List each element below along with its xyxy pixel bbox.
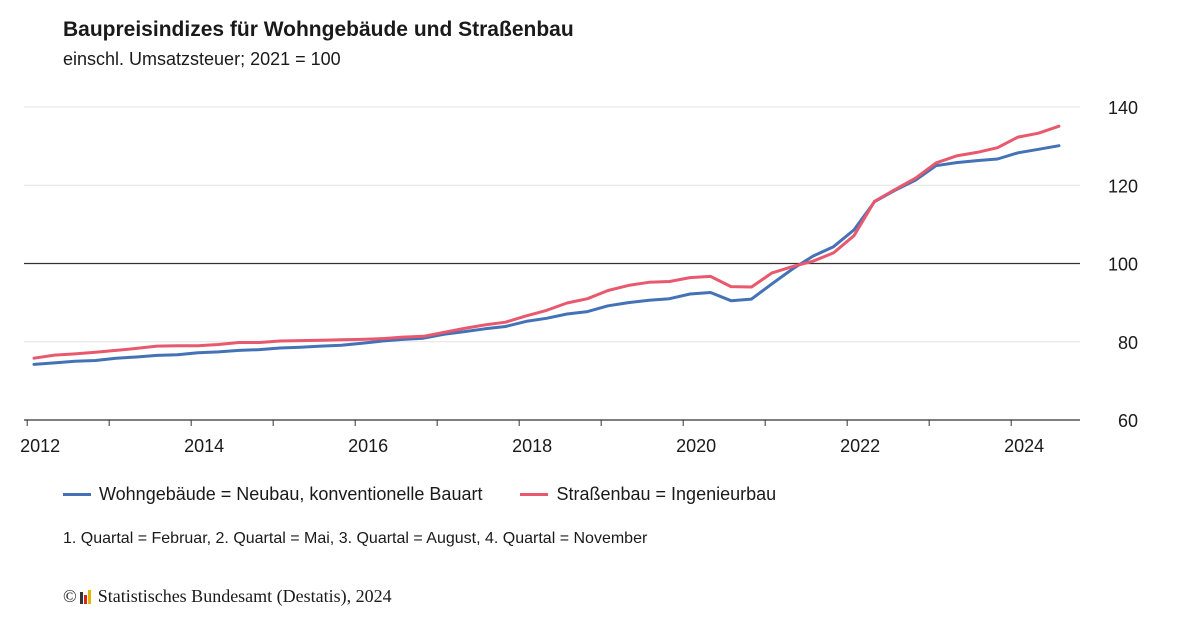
x-tick-label: 2018 (512, 436, 552, 456)
chart-title: Baupreisindizes für Wohngebäude und Stra… (63, 18, 574, 41)
chart-subtitle: einschl. Umsatzsteuer; 2021 = 100 (63, 49, 341, 69)
legend-swatch-wohngebaeude (63, 493, 91, 496)
source-text: Statistisches Bundesamt (Destatis), 2024 (97, 586, 392, 606)
x-tick-label: 2024 (1004, 436, 1044, 456)
series-line-wohngebaeude (32, 144, 1061, 366)
y-tick-label: 100 (1108, 255, 1138, 275)
legend: Wohngebäude = Neubau, konventionelle Bau… (63, 484, 776, 505)
series-lines (32, 124, 1061, 366)
y-axis-ticks: 60 80 100 120 140 (1108, 98, 1138, 431)
y-tick-label: 140 (1108, 98, 1138, 118)
x-tick-label: 2022 (840, 436, 880, 456)
legend-item-wohngebaeude[interactable]: Wohngebäude = Neubau, konventionelle Bau… (63, 484, 482, 505)
y-tick-label: 120 (1108, 176, 1138, 196)
legend-label-wohngebaeude: Wohngebäude = Neubau, konventionelle Bau… (99, 484, 483, 504)
y-tick-label: 80 (1118, 333, 1138, 353)
footnote: 1. Quartal = Februar, 2. Quartal = Mai, … (63, 530, 648, 547)
x-tick-label: 2020 (676, 436, 716, 456)
legend-label-strassenbau: Straßenbau = Ingenieurbau (556, 484, 777, 504)
x-axis-ticks: 2012 2014 2016 2018 2020 2022 2024 (20, 419, 1080, 456)
copyright-symbol: © (63, 586, 77, 606)
legend-swatch-strassenbau (520, 493, 549, 496)
x-tick-label: 2016 (348, 436, 388, 456)
y-tick-label: 60 (1118, 411, 1138, 431)
destatis-logo-icon (79, 589, 91, 604)
legend-item-strassenbau[interactable]: Straßenbau = Ingenieurbau (520, 484, 776, 505)
source-line: © Statistisches Bundesamt (Destatis), 20… (63, 586, 392, 607)
x-tick-label: 2014 (184, 436, 224, 456)
x-tick-label: 2012 (20, 436, 60, 456)
series-line-strassenbau (32, 124, 1061, 360)
gridlines (24, 106, 1080, 343)
